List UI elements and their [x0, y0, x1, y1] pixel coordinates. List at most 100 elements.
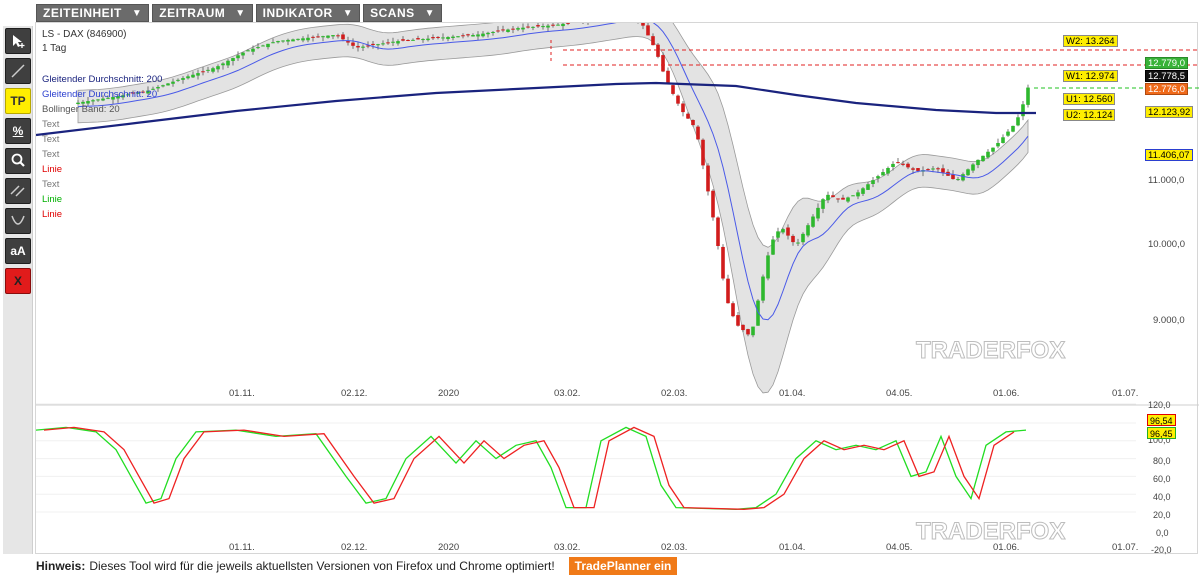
- tag-price-orange: 12.776,0: [1145, 83, 1188, 95]
- osc-axis-label: 20,0: [1153, 510, 1171, 520]
- candle-body: [821, 199, 825, 209]
- overlay-text[interactable]: Text: [42, 119, 60, 130]
- tradeplanner-button[interactable]: TradePlanner ein: [568, 557, 678, 575]
- osc-axis-label: 0,0: [1156, 528, 1169, 538]
- candles: [76, 23, 1030, 338]
- candle-body: [486, 32, 490, 35]
- candle-body: [496, 30, 500, 32]
- candle-body: [416, 38, 420, 40]
- candle-body: [116, 96, 120, 99]
- percent-tool-button[interactable]: %: [5, 118, 31, 144]
- tag-w1[interactable]: W1: 12.974: [1063, 70, 1118, 82]
- candle-body: [521, 27, 525, 30]
- menu-label: INDIKATOR: [262, 6, 333, 20]
- candle-body: [981, 155, 985, 162]
- chart-panel[interactable]: TRADERFOX TRADERFOX 10.000,0 11.000,0 9.…: [35, 22, 1199, 555]
- candle-body: [336, 35, 340, 37]
- candle-body: [806, 225, 810, 236]
- delete-tool-button[interactable]: X: [5, 268, 31, 294]
- candle-body: [401, 39, 405, 41]
- tool-column: TP % aA X: [3, 26, 33, 554]
- text-tool-button[interactable]: aA: [5, 238, 31, 264]
- candle-body: [331, 35, 335, 37]
- candle-body: [901, 163, 905, 165]
- overlay-line-green[interactable]: Linie: [42, 194, 63, 205]
- candle-body: [201, 71, 205, 73]
- candle-body: [481, 33, 485, 37]
- candle-body: [646, 25, 650, 36]
- candle-body: [366, 45, 370, 47]
- candle-body: [81, 101, 85, 104]
- candle-body: [736, 315, 740, 326]
- candle-body: [441, 37, 445, 39]
- candle-body: [351, 42, 355, 46]
- oscillator-grid: [36, 422, 1136, 513]
- candle-body: [286, 39, 290, 42]
- menu-zeiteinheit[interactable]: ZEITEINHEIT ▼: [36, 4, 150, 22]
- candle-body: [1001, 137, 1005, 143]
- watermark-top: TRADERFOX: [916, 337, 1065, 364]
- candle-body: [721, 246, 725, 279]
- overlay-line-red[interactable]: Linie: [42, 209, 63, 220]
- candle-body: [551, 24, 555, 26]
- candle-body: [266, 43, 270, 48]
- candle-body: [1021, 104, 1025, 117]
- candle-body: [96, 99, 100, 101]
- candle-body: [131, 92, 135, 94]
- candle-body: [141, 91, 145, 93]
- candle-body: [916, 168, 920, 171]
- osc-axis-label: 80,0: [1153, 456, 1171, 466]
- candle-body: [671, 85, 675, 94]
- candle-body: [181, 78, 185, 80]
- candle-body: [376, 44, 380, 46]
- candle-body: [456, 36, 460, 38]
- overlay-ma200[interactable]: Gleitender Durchschnitt: 200: [42, 74, 163, 85]
- date-label: 02.12.: [341, 388, 367, 399]
- menu-scans[interactable]: SCANS ▼: [363, 4, 443, 22]
- tag-u1[interactable]: U1: 12.560: [1063, 93, 1116, 105]
- cursor-tool-button[interactable]: [5, 28, 31, 54]
- candle-body: [346, 40, 350, 43]
- curve-tool-button[interactable]: [5, 208, 31, 234]
- date-axis-bottom: 01.11. 02.12. 2020 03.02. 02.03. 01.04. …: [229, 542, 1138, 553]
- tag-price-green: 12.779,0: [1145, 57, 1188, 69]
- candle-body: [176, 79, 180, 81]
- candle-body: [991, 147, 995, 152]
- menu-zeitraum[interactable]: ZEITRAUM ▼: [152, 4, 253, 22]
- overlay-bollinger[interactable]: Bollinger Band: 20: [42, 104, 120, 115]
- overlay-line-red[interactable]: Linie: [42, 164, 63, 175]
- candle-body: [811, 216, 815, 227]
- curve-tool-icon: [11, 215, 25, 225]
- candle-body: [906, 163, 910, 168]
- candle-body: [561, 23, 565, 27]
- tag-u2[interactable]: U2: 12.124: [1063, 109, 1116, 121]
- candle-body: [686, 113, 690, 119]
- tag-w2[interactable]: W2: 13.264: [1063, 35, 1118, 47]
- overlay-text[interactable]: Text: [42, 134, 60, 145]
- zoom-tool-button[interactable]: [5, 148, 31, 174]
- overlay-text[interactable]: Text: [42, 179, 60, 190]
- menu-indikator[interactable]: INDIKATOR ▼: [255, 4, 361, 22]
- tag-ma200: 12.123,92: [1145, 106, 1194, 118]
- candle-body: [291, 39, 295, 42]
- magnifier-icon: [11, 153, 25, 167]
- date-label: 01.11.: [229, 388, 255, 399]
- line-tool-button[interactable]: [5, 58, 31, 84]
- overlay-ma20[interactable]: Gleitender Durchschnitt: 20: [42, 89, 158, 100]
- bollinger-band: [77, 23, 1029, 394]
- candle-body: [1006, 131, 1010, 136]
- overlay-text[interactable]: Text: [42, 149, 60, 160]
- tag-osc-red: 96,54: [1147, 414, 1176, 426]
- date-label: 2020: [438, 388, 459, 399]
- tp-label: TP: [10, 94, 26, 108]
- candle-body: [961, 174, 965, 181]
- cursor-add-icon: [13, 35, 25, 48]
- candle-body: [986, 151, 990, 158]
- price-chart-canvas[interactable]: TRADERFOX TRADERFOX 10.000,0 11.000,0 9.…: [36, 23, 1199, 555]
- parallel-tool-button[interactable]: [5, 178, 31, 204]
- candle-body: [541, 26, 545, 28]
- tp-tool-button[interactable]: TP: [5, 88, 31, 114]
- price-axis-label: 11.000,0: [1148, 175, 1184, 186]
- candle-body: [556, 24, 560, 26]
